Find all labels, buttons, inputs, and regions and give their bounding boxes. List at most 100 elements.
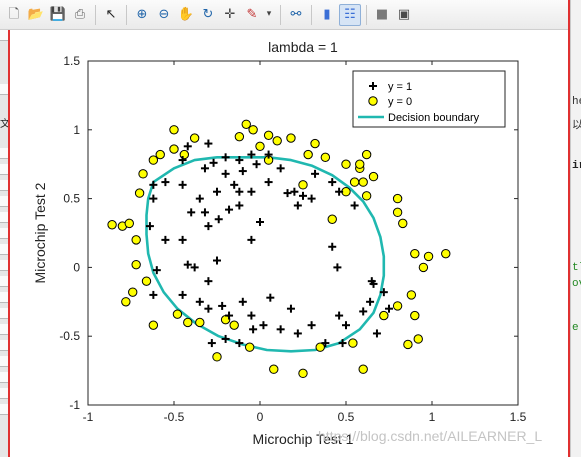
data-point-positive xyxy=(335,187,344,196)
legend[interactable]: y = 1 y = 0 Decision boundary xyxy=(352,70,506,128)
data-point-negative xyxy=(148,155,159,165)
data-point-negative xyxy=(358,177,368,187)
data-point-positive xyxy=(204,139,213,148)
data-point-positive xyxy=(218,301,227,310)
data-point-positive xyxy=(183,142,192,151)
data-point-negative xyxy=(189,133,200,143)
show-plot-tools-icon[interactable]: ▣ xyxy=(397,7,411,22)
watermark-text: https://blog.csdn.net/AILEARNER_L xyxy=(318,428,543,444)
y-tick-label: 0 xyxy=(73,260,80,274)
data-point-negative xyxy=(244,342,255,352)
background-row xyxy=(0,164,8,175)
data-point-positive xyxy=(221,153,230,162)
y-tick-label: -1 xyxy=(69,398,80,412)
toolbar-separator xyxy=(311,4,312,25)
data-point-negative xyxy=(298,180,308,190)
rotate-3d-icon[interactable]: ↻ xyxy=(202,7,214,22)
data-point-negative xyxy=(361,191,372,201)
data-point-negative xyxy=(229,320,239,330)
data-point-negative xyxy=(310,138,320,149)
data-point-negative xyxy=(303,149,313,160)
legend-marker-positive xyxy=(369,82,377,90)
data-point-negative xyxy=(169,144,179,154)
data-point-negative xyxy=(286,133,296,143)
background-row xyxy=(0,276,8,287)
background-text: 文 xyxy=(0,119,8,130)
data-point-positive xyxy=(328,178,337,187)
data-point-positive xyxy=(283,189,292,198)
data-point-negative xyxy=(403,339,413,350)
data-point-positive xyxy=(195,194,204,203)
save-icon[interactable]: 💾 xyxy=(49,7,67,22)
data-point-positive xyxy=(161,178,170,187)
data-point-positive xyxy=(238,167,247,176)
link-plot-icon[interactable]: ⚯ xyxy=(290,7,302,22)
data-point-negative xyxy=(183,317,193,328)
zoom-out-icon[interactable]: ⊖ xyxy=(158,7,170,22)
data-point-positive xyxy=(247,235,256,244)
data-point-positive xyxy=(264,178,273,187)
data-point-positive xyxy=(225,311,234,320)
hide-plot-tools-icon[interactable]: ■ xyxy=(375,7,389,22)
data-point-negative xyxy=(134,188,145,198)
data-point-negative xyxy=(410,310,420,321)
data-point-positive xyxy=(311,169,320,178)
chevron-down-icon[interactable]: ▾ xyxy=(266,9,272,19)
legend-icon[interactable]: ☷ xyxy=(339,3,361,26)
data-point-positive xyxy=(221,169,230,178)
data-point-positive xyxy=(145,222,154,231)
data-point-positive xyxy=(266,293,275,302)
background-text: tl xyxy=(572,262,581,274)
legend-entry-label: Decision boundary xyxy=(388,112,480,124)
background-row xyxy=(0,308,8,319)
data-point-positive xyxy=(366,297,375,306)
data-point-negative xyxy=(234,131,245,142)
data-point-positive xyxy=(178,235,187,244)
print-icon[interactable]: ⎙ xyxy=(74,7,86,22)
data-point-negative xyxy=(341,159,351,169)
background-row xyxy=(0,212,8,223)
data-point-positive xyxy=(149,290,158,299)
x-tick-label: -0.5 xyxy=(164,410,185,424)
background-row xyxy=(0,324,8,335)
data-point-negative xyxy=(241,119,251,129)
positive-points-layer xyxy=(145,139,393,348)
data-point-positive xyxy=(372,329,381,338)
y-tick-label: -0.5 xyxy=(59,329,80,343)
data-point-negative xyxy=(410,248,420,259)
background-row xyxy=(0,260,8,271)
data-point-positive xyxy=(235,156,244,165)
y-axis-label: Microchip Test 2 xyxy=(32,182,48,283)
pan-hand-icon[interactable]: ✋ xyxy=(177,7,195,22)
colorbar-icon[interactable]: ▮ xyxy=(323,7,331,22)
data-point-positive xyxy=(299,191,307,200)
data-point-positive xyxy=(207,339,216,348)
background-row xyxy=(0,228,8,239)
open-file-icon[interactable]: 📂 xyxy=(27,7,45,22)
legend-entry-label: y = 1 xyxy=(388,81,412,93)
data-point-positive xyxy=(235,339,244,348)
data-cursor-icon[interactable]: ✛ xyxy=(224,7,236,22)
data-point-negative xyxy=(172,309,183,319)
data-point-positive xyxy=(209,158,218,167)
background-row xyxy=(0,244,8,255)
legend-marker-negative xyxy=(368,96,378,106)
data-point-positive xyxy=(321,339,330,348)
brush-icon[interactable]: ✎ xyxy=(246,7,258,22)
data-point-negative xyxy=(358,364,368,374)
data-point-positive xyxy=(256,217,264,226)
negative-points-layer xyxy=(107,119,451,379)
toolbar-separator xyxy=(95,4,96,25)
data-point-negative xyxy=(392,193,403,204)
zoom-in-icon[interactable]: ⊕ xyxy=(136,7,148,22)
data-point-positive xyxy=(367,277,376,286)
background-row xyxy=(0,372,8,383)
data-point-negative xyxy=(398,218,408,229)
new-figure-icon[interactable]: 🗋 xyxy=(8,7,20,22)
data-point-negative xyxy=(320,152,331,163)
data-point-positive xyxy=(214,215,223,224)
background-row xyxy=(0,84,8,95)
pointer-icon[interactable]: ↖ xyxy=(105,7,117,22)
data-point-positive xyxy=(247,311,256,320)
